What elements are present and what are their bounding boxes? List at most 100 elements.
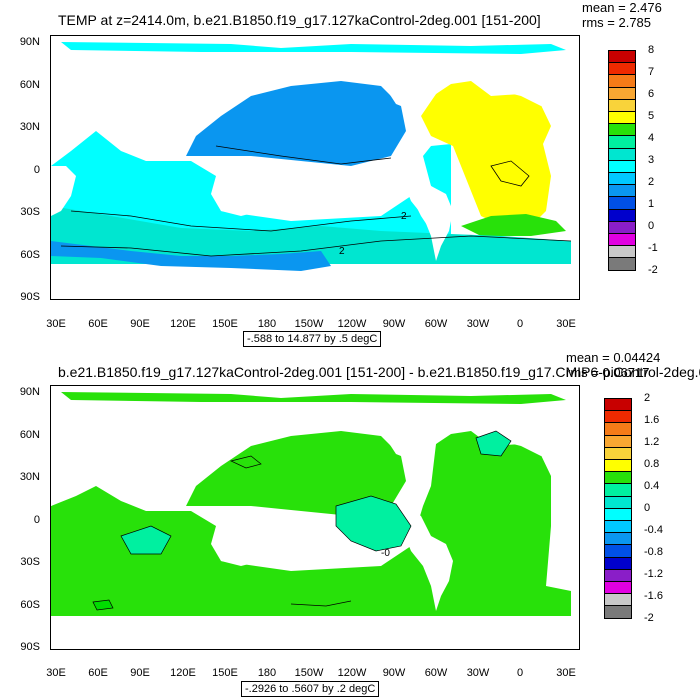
x-tick-label: 90E (130, 667, 150, 679)
colorbar-label: 7 (648, 65, 655, 78)
panel-1-map: 2 2 (50, 35, 580, 300)
y-tick-label: 60S (20, 249, 40, 261)
colorbar-swatch (608, 98, 636, 112)
x-tick-label: 90W (382, 318, 406, 330)
x-tick-label: 60E (88, 318, 108, 330)
contour-label-2: 2 (339, 246, 345, 257)
y-tick-label: 60N (19, 79, 40, 91)
panel-2-contour-info: -.2926 to .5607 by .2 degC (241, 681, 380, 697)
colorbar-swatch (604, 605, 632, 619)
contour-label-1: -0 (381, 548, 390, 559)
colorbar-swatch (608, 62, 636, 76)
x-tick-label: 150E (212, 667, 238, 679)
y-tick-label: 90N (19, 36, 40, 48)
colorbar-swatch (608, 86, 636, 100)
x-tick-label: 30E (556, 667, 576, 679)
colorbar-swatch (608, 159, 636, 173)
y-tick-label: 30N (19, 471, 40, 483)
colorbar-label: 0.4 (644, 479, 660, 492)
x-tick-label: 30W (466, 667, 490, 679)
arctic-strip (61, 392, 566, 404)
colorbar-swatch (604, 593, 632, 607)
x-tick-label: 60E (88, 667, 108, 679)
colorbar-swatch (604, 446, 632, 460)
panel-2-map-svg: -0 (51, 392, 579, 616)
panel-1-contour-info: -.588 to 14.877 by .5 degC (243, 331, 382, 347)
y-tick-label: 90S (20, 291, 40, 303)
x-tick-label: 90W (382, 667, 406, 679)
colorbar-label: -2 (648, 263, 658, 276)
land-africa (51, 166, 76, 216)
colorbar-label: 1.6 (644, 413, 660, 426)
panel-2-title: b.e21.B1850.f19_g17.127kaControl-2deg.00… (58, 364, 700, 380)
panel-2-mean: mean = 0.04424 (566, 350, 661, 365)
anomaly-patch-south-indian (92, 599, 114, 611)
x-tick-label: 60W (424, 318, 448, 330)
y-tick-label: 90S (20, 641, 40, 653)
pacific-ocean (186, 431, 406, 516)
x-tick-label: 120W (337, 318, 367, 330)
x-tick-label: 150W (294, 667, 324, 679)
x-tick-label: 30W (466, 318, 490, 330)
colorbar-swatch (604, 422, 632, 436)
contour-line-2 (60, 235, 572, 257)
contour-line-atlantic (490, 160, 530, 187)
y-tick-label: 30S (20, 206, 40, 218)
colorbar-label: -1.2 (644, 567, 663, 580)
colorbar-label: -1.6 (644, 589, 663, 602)
contour-line-1 (70, 210, 412, 232)
colorbar-swatch (608, 208, 636, 222)
colorbar-label: 2 (644, 392, 651, 404)
y-tick-label: 90N (19, 386, 40, 398)
x-tick-label: 120E (170, 318, 196, 330)
x-tick-label: 150E (212, 318, 238, 330)
x-tick-label: 60W (424, 667, 448, 679)
colorbar-label: 1 (648, 197, 655, 210)
anomaly-patch-indian (120, 525, 172, 555)
colorbar-swatch (604, 507, 632, 521)
colorbar-label: -0.4 (644, 523, 663, 536)
x-tick-label: 150W (294, 318, 324, 330)
x-tick-label: 180 (257, 667, 277, 679)
colorbar-swatch (604, 483, 632, 497)
anomaly-patch-pacific (335, 495, 412, 552)
colorbar-swatch (608, 147, 636, 161)
colorbar-swatch (608, 245, 636, 259)
colorbar-swatch (604, 556, 632, 570)
colorbar-label: 0 (648, 219, 655, 232)
pacific-ocean (186, 81, 406, 166)
panel-1-map-svg: 2 2 (51, 42, 579, 271)
panel-1-rms: rms = 2.785 (582, 15, 652, 30)
land-eurasia (51, 56, 579, 161)
colorbar-swatch (608, 196, 636, 210)
x-tick-label: 120W (337, 667, 367, 679)
contour-label-1: 2 (401, 211, 407, 222)
y-tick-label: 30N (19, 121, 40, 133)
colorbar-swatch (604, 568, 632, 582)
x-tick-label: 120E (170, 667, 196, 679)
colorbar-swatch (604, 532, 632, 546)
anomaly-patch-north-pacific (229, 455, 262, 469)
contour-line-3 (215, 145, 392, 165)
land-americas (391, 131, 453, 261)
colorbar-label: 5 (648, 109, 655, 122)
colorbar-label: 6 (648, 87, 655, 100)
colorbar-swatch (608, 220, 636, 234)
panel-1-title: TEMP at z=2414.0m, b.e21.B1850.f19_g17.1… (58, 12, 541, 28)
colorbar-label: 0 (644, 501, 651, 514)
panel-2-map: -0 (50, 385, 580, 650)
colorbar-label: 4 (648, 131, 655, 144)
x-tick-label: 30E (46, 667, 66, 679)
southern-ocean-band (51, 206, 571, 264)
colorbar-swatch (604, 471, 632, 485)
colorbar-swatch (608, 135, 636, 149)
anomaly-patch-north-atlantic (475, 430, 512, 457)
panel-2-colorbar: 2 1.6 1.2 0.8 0.4 0 -0.4 -0.8 -1.2 -1.6 -2 (604, 392, 684, 638)
colorbar-swatch (608, 74, 636, 88)
panel-2-rms: rms = 0.06717 (566, 365, 650, 380)
colorbar-swatch (604, 434, 632, 448)
contour-line-south (290, 600, 352, 607)
atlantic-ocean (421, 81, 551, 228)
land-australia (211, 171, 266, 216)
colorbar-label: -2 (644, 611, 654, 624)
